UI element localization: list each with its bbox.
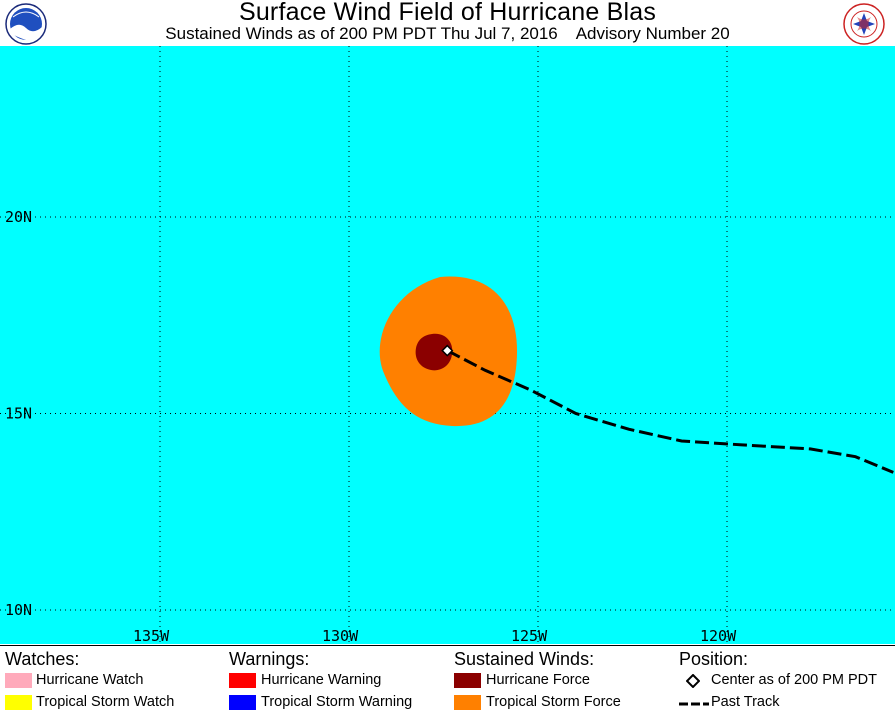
longitude-label: 120W bbox=[700, 627, 737, 644]
hurricane-force-swatch bbox=[454, 673, 481, 688]
lat-lon-grid bbox=[0, 46, 895, 644]
longitude-label: 125W bbox=[511, 627, 548, 644]
hurricane-warning-label: Hurricane Warning bbox=[261, 672, 382, 688]
tropical-storm-warning-label: Tropical Storm Warning bbox=[261, 694, 413, 710]
hurricane-force-label: Hurricane Force bbox=[486, 672, 590, 688]
legend-watches-heading: Watches: bbox=[5, 649, 80, 669]
past-track-dash-icon bbox=[679, 702, 709, 706]
longitude-label: 135W bbox=[133, 627, 170, 644]
nws-logo-icon bbox=[843, 3, 885, 45]
noaa-logo-icon bbox=[5, 3, 47, 45]
tropical-storm-warning-swatch bbox=[229, 695, 256, 710]
legend: Watches: Hurricane Watch Tropical Storm … bbox=[0, 645, 895, 717]
storm-center-marker bbox=[441, 344, 454, 357]
latitude-label: 20N bbox=[5, 208, 32, 226]
legend-warnings-heading: Warnings: bbox=[229, 649, 310, 669]
hurricane-watch-swatch bbox=[5, 673, 32, 688]
tropical-storm-force-swatch bbox=[454, 695, 481, 710]
tropical-storm-watch-label: Tropical Storm Watch bbox=[36, 694, 175, 710]
tropical-storm-force-label: Tropical Storm Force bbox=[486, 694, 621, 710]
legend-winds-heading: Sustained Winds: bbox=[454, 649, 595, 669]
past-track-line bbox=[446, 349, 894, 474]
center-diamond-icon bbox=[686, 674, 700, 688]
wind-field-map: 20N 15N 10N 135W 130W 125W 120W bbox=[0, 46, 895, 644]
hurricane-warning-swatch bbox=[229, 673, 256, 688]
hurricane-force-wind-field bbox=[415, 333, 453, 371]
tropical-storm-watch-swatch bbox=[5, 695, 32, 710]
map-subtitle: Sustained Winds as of 200 PM PDT Thu Jul… bbox=[165, 24, 730, 43]
grid-labels: 20N 15N 10N 135W 130W 125W 120W bbox=[5, 208, 737, 644]
map-title: Surface Wind Field of Hurricane Blas bbox=[238, 0, 657, 26]
latitude-label: 10N bbox=[5, 601, 32, 619]
header: Surface Wind Field of Hurricane Blas Sus… bbox=[0, 0, 895, 46]
longitude-label: 130W bbox=[322, 627, 359, 644]
center-position-label: Center as of 200 PM PDT bbox=[711, 672, 878, 688]
legend-position-heading: Position: bbox=[679, 649, 749, 669]
hurricane-watch-label: Hurricane Watch bbox=[36, 672, 144, 688]
latitude-label: 15N bbox=[5, 405, 32, 423]
past-track-label: Past Track bbox=[711, 694, 780, 710]
center-diamond-icon bbox=[441, 344, 454, 357]
